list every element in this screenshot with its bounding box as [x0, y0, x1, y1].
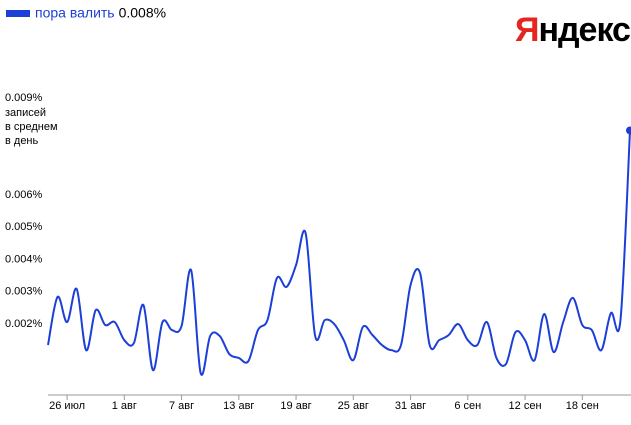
y-tick-label: 0.002%	[5, 318, 43, 330]
x-tick-label: 12 сен	[509, 400, 542, 412]
x-tick-label: 19 авг	[280, 400, 311, 412]
y-tick-label: 0.003%	[5, 286, 43, 298]
x-tick-label: 13 авг	[223, 400, 254, 412]
legend-value: 0.008%	[119, 5, 166, 21]
x-tick-label: 31 авг	[395, 400, 426, 412]
legend-name: пора валить	[35, 5, 115, 21]
logo: Яндекс	[515, 11, 630, 49]
x-tick-label: 25 авг	[338, 400, 369, 412]
x-tick-label: 26 июл	[49, 400, 85, 412]
y-axis-label: записей	[5, 107, 46, 119]
y-axis-label: в день	[5, 135, 39, 147]
legend-swatch	[6, 10, 30, 17]
y-axis-label: в среднем	[5, 121, 58, 133]
y-tick-label: 0.006%	[5, 189, 43, 201]
end-point	[626, 126, 631, 135]
y-tick-label: 0.005%	[5, 221, 43, 233]
x-tick-label: 18 сен	[566, 400, 599, 412]
x-tick-label: 6 сен	[454, 400, 481, 412]
y-tick-label: 0.004%	[5, 253, 43, 265]
line	[47, 130, 631, 376]
x-tick-label: 1 авг	[112, 400, 137, 412]
y-tick-label: 0.009%	[5, 92, 43, 104]
x-tick-label: 7 авг	[169, 400, 194, 412]
